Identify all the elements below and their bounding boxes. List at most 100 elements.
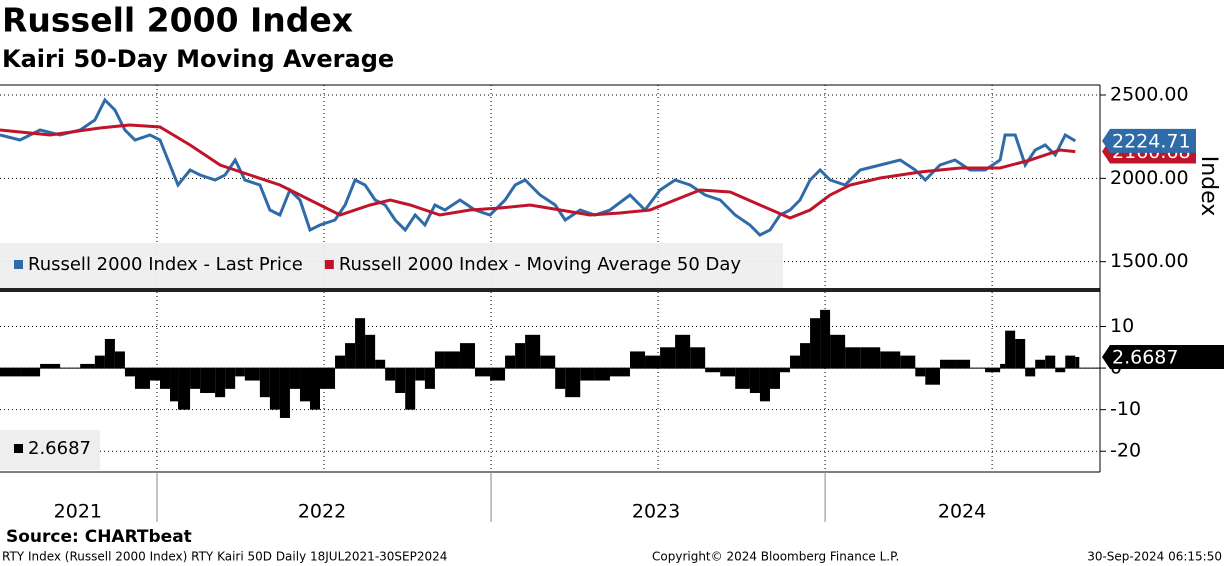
y-tick-label: -10 — [1110, 398, 1141, 420]
bar — [880, 351, 901, 369]
y-axis-label: Index — [1196, 156, 1221, 217]
bar — [915, 368, 926, 377]
x-tick-label: 2024 — [938, 501, 986, 523]
bar — [114, 351, 125, 369]
bar — [505, 355, 516, 369]
bar — [645, 355, 661, 369]
bar — [800, 343, 811, 369]
bar — [104, 338, 115, 369]
bar — [609, 368, 631, 377]
legend-label: 2.6687 — [28, 438, 91, 459]
bar — [1015, 338, 1026, 369]
bar — [845, 347, 861, 369]
x-tick-label: 2021 — [54, 501, 102, 523]
bar — [749, 368, 760, 394]
bar — [955, 359, 971, 369]
bar — [1035, 359, 1046, 369]
bar — [769, 368, 780, 389]
bar — [459, 343, 476, 369]
bar — [405, 368, 416, 410]
bar — [565, 368, 581, 398]
bar — [525, 334, 541, 369]
bar — [490, 368, 506, 381]
bar — [1055, 368, 1066, 373]
bar — [225, 368, 236, 389]
x-tick-label: 2023 — [632, 501, 680, 523]
bar — [690, 347, 706, 369]
bar — [190, 368, 201, 389]
bar — [40, 363, 61, 369]
bar — [1065, 355, 1076, 369]
bar — [830, 334, 846, 369]
line-series — [0, 123, 1076, 220]
bar — [375, 359, 386, 369]
footer-left: RTY Index (Russell 2000 Index) RTY Kairi… — [2, 550, 447, 564]
bar — [395, 368, 406, 394]
bar — [200, 368, 216, 394]
bar — [160, 368, 171, 389]
bar — [385, 368, 396, 381]
legend-swatch — [14, 444, 23, 453]
bar — [309, 368, 321, 410]
x-tick-label: 2022 — [298, 501, 346, 523]
bar — [424, 368, 435, 389]
bar — [580, 368, 595, 381]
source: Source: CHARTbeat — [6, 527, 192, 547]
bar — [1000, 363, 1006, 369]
bar — [1025, 368, 1036, 377]
y-tick-label: 10 — [1110, 315, 1134, 337]
legend-swatch — [14, 260, 23, 269]
bar — [985, 368, 1001, 373]
bar — [320, 368, 336, 389]
bar — [345, 343, 356, 369]
bar — [20, 368, 41, 377]
bar — [660, 347, 676, 369]
bar — [215, 368, 226, 398]
y-tick-label: 2000.00 — [1110, 167, 1189, 189]
bar — [555, 368, 566, 389]
bar — [244, 368, 260, 381]
last-value-label: 2.6687 — [1112, 346, 1178, 368]
panel-separator — [0, 288, 1100, 292]
y-tick-label: 2500.00 — [1110, 84, 1189, 106]
bar — [630, 351, 646, 369]
bar — [860, 347, 881, 369]
bar — [80, 363, 95, 369]
bar — [675, 334, 691, 369]
bar — [939, 359, 956, 369]
bar — [415, 368, 425, 381]
bar — [235, 368, 245, 377]
bar — [594, 368, 610, 381]
last-value-tag — [1102, 344, 1224, 369]
bar — [134, 368, 150, 389]
bar — [1005, 330, 1016, 369]
bar — [900, 355, 916, 369]
line-series — [0, 97, 1077, 237]
bar — [269, 368, 280, 410]
bar — [355, 318, 366, 369]
bar — [94, 355, 105, 369]
bar — [1075, 356, 1080, 369]
bar — [434, 351, 445, 369]
bar — [759, 368, 770, 402]
bar — [0, 368, 21, 377]
bar — [475, 368, 491, 377]
bar — [720, 368, 736, 377]
bar — [289, 368, 300, 389]
footer-center: Copyright© 2024 Bloomberg Finance L.P. — [652, 550, 899, 564]
bar — [540, 355, 556, 369]
bar — [444, 351, 460, 369]
y-tick-label: 1500.00 — [1110, 250, 1189, 272]
bar — [810, 318, 821, 369]
legend-swatch — [324, 260, 334, 269]
bar — [299, 368, 310, 402]
bar — [735, 368, 750, 389]
bar — [820, 309, 831, 369]
legend-label: Russell 2000 Index - Moving Average 50 D… — [339, 254, 742, 275]
bar — [178, 368, 191, 410]
legend-label: Russell 2000 Index - Last Price — [28, 254, 303, 275]
bar — [259, 368, 270, 398]
bar — [170, 368, 179, 402]
bar — [515, 343, 526, 369]
